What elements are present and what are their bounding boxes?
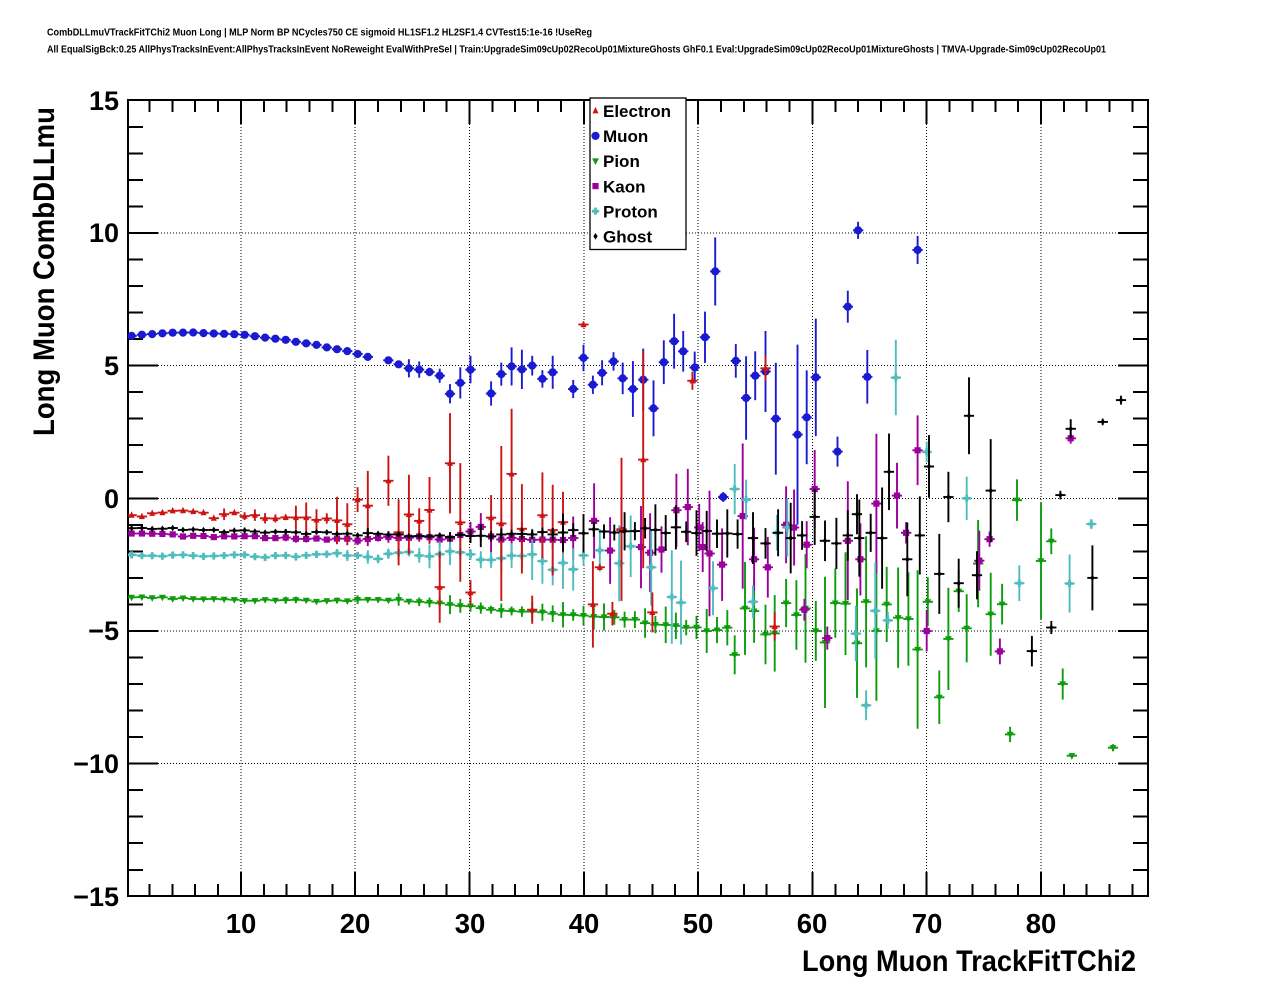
svg-text:70: 70 bbox=[912, 908, 943, 939]
svg-text:Pion: Pion bbox=[603, 152, 640, 171]
svg-text:Muon: Muon bbox=[603, 127, 648, 146]
svg-text:15: 15 bbox=[89, 86, 119, 116]
svg-text:CombDLLmuVTrackFitTChi2 Muon L: CombDLLmuVTrackFitTChi2 Muon Long | MLP … bbox=[47, 28, 592, 39]
svg-text:−10: −10 bbox=[73, 749, 119, 779]
svg-text:30: 30 bbox=[455, 908, 486, 939]
svg-text:Electron: Electron bbox=[603, 102, 671, 121]
svg-text:Kaon: Kaon bbox=[603, 177, 646, 196]
svg-text:20: 20 bbox=[340, 908, 371, 939]
svg-text:Long Muon TrackFitTChi2: Long Muon TrackFitTChi2 bbox=[802, 945, 1136, 978]
svg-text:Ghost: Ghost bbox=[603, 228, 652, 247]
svg-text:10: 10 bbox=[226, 908, 257, 939]
svg-text:50: 50 bbox=[683, 908, 714, 939]
svg-text:5: 5 bbox=[104, 351, 119, 381]
svg-text:10: 10 bbox=[89, 218, 119, 248]
svg-text:−15: −15 bbox=[73, 882, 119, 912]
svg-text:Proton: Proton bbox=[603, 202, 658, 221]
svg-text:Long Muon CombDLLmu: Long Muon CombDLLmu bbox=[28, 107, 61, 436]
svg-text:0: 0 bbox=[104, 484, 119, 514]
svg-text:80: 80 bbox=[1026, 908, 1057, 939]
svg-text:60: 60 bbox=[797, 908, 828, 939]
svg-text:40: 40 bbox=[569, 908, 600, 939]
svg-text:−5: −5 bbox=[88, 616, 119, 646]
svg-text:All EqualSigBck:0.25 AllPhysTr: All EqualSigBck:0.25 AllPhysTracksInEven… bbox=[47, 45, 1106, 56]
